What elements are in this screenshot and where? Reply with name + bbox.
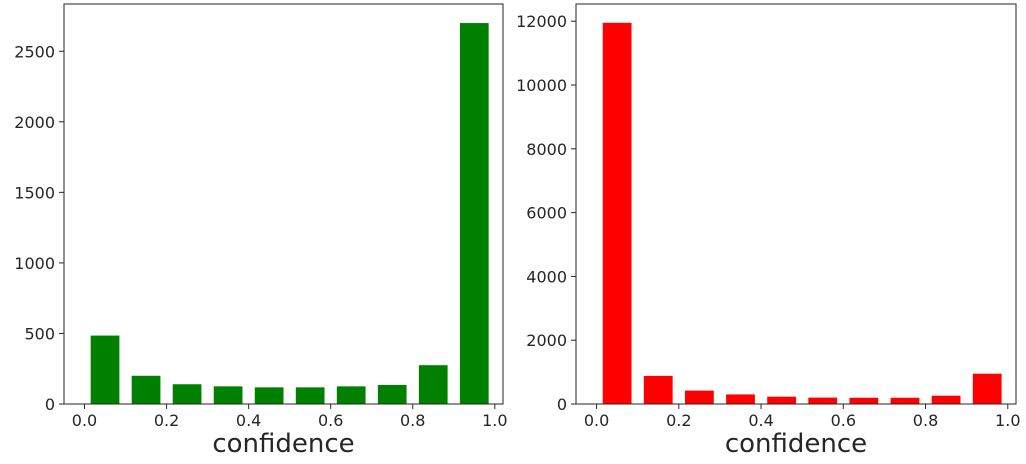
- left-x-tick-label: 0.0: [72, 411, 97, 430]
- left-x-axis-title: confidence: [212, 429, 354, 459]
- left-bar-3: [213, 386, 243, 404]
- right-bar-5: [808, 397, 838, 404]
- right-bar-8: [931, 395, 961, 404]
- right-bar-2: [684, 390, 714, 404]
- right-bar-1: [643, 375, 673, 404]
- right-histogram-panel: 0.0 0.2 0.4 0.6 0.8 1.0 0 2000 4000 6000 8000 10000…: [516, 3, 1021, 459]
- right-y-tick-label: 10000: [516, 76, 567, 95]
- left-bar-0: [90, 335, 120, 404]
- right-y-tick-label: 12000: [516, 12, 567, 31]
- right-x-tick-label: 0.2: [666, 411, 691, 430]
- right-y-tick-label: 0: [557, 395, 567, 414]
- left-histogram-panel: 0.0 0.2 0.4 0.6 0.8 1.0 0 500 1000 1500 2000 2500 co…: [14, 3, 508, 459]
- left-x-tick-label: 1.0: [482, 411, 507, 430]
- right-x-axis-title: confidence: [725, 429, 867, 459]
- right-bar-4: [767, 396, 796, 404]
- right-x-tick-label: 0.8: [913, 411, 938, 430]
- right-bar-6: [849, 397, 879, 404]
- left-axes-frame: [63, 3, 504, 405]
- right-y-tick-label: 8000: [526, 140, 567, 159]
- left-y-tick-label: 1500: [14, 183, 55, 202]
- left-x-tick-label: 0.2: [154, 411, 179, 430]
- right-x-tick-label: 0.6: [831, 411, 856, 430]
- left-x-tick-label: 0.4: [236, 411, 261, 430]
- left-x-tick-label: 0.6: [318, 411, 343, 430]
- right-y-tick-label: 6000: [526, 204, 567, 223]
- right-x-tick-label: 1.0: [995, 411, 1020, 430]
- right-bar-9: [972, 373, 1002, 404]
- right-x-tick-label: 0.4: [748, 411, 773, 430]
- left-y-tick-label: 1000: [14, 254, 55, 273]
- left-y-tick-label: 0: [45, 395, 55, 414]
- left-y-tick-label: 2500: [14, 42, 55, 61]
- right-y-tick-label: 4000: [526, 267, 567, 286]
- left-bar-8: [418, 365, 448, 404]
- left-bar-9: [459, 23, 489, 405]
- left-x-tick-label: 0.8: [400, 411, 425, 430]
- right-bar-7: [890, 397, 920, 404]
- left-y-tick-label: 2000: [14, 113, 55, 132]
- left-bar-4: [254, 387, 284, 404]
- right-bar-3: [726, 394, 755, 404]
- right-x-tick-label: 0.0: [584, 411, 609, 430]
- left-bar-2: [172, 384, 202, 404]
- right-axes-frame: [575, 3, 1017, 405]
- left-bar-5: [295, 387, 325, 404]
- left-bar-1: [131, 375, 161, 404]
- right-bar-0: [602, 22, 632, 404]
- left-bar-6: [336, 386, 366, 404]
- left-y-tick-label: 500: [24, 324, 55, 343]
- left-bar-7: [377, 384, 407, 404]
- right-y-tick-label: 2000: [526, 331, 567, 350]
